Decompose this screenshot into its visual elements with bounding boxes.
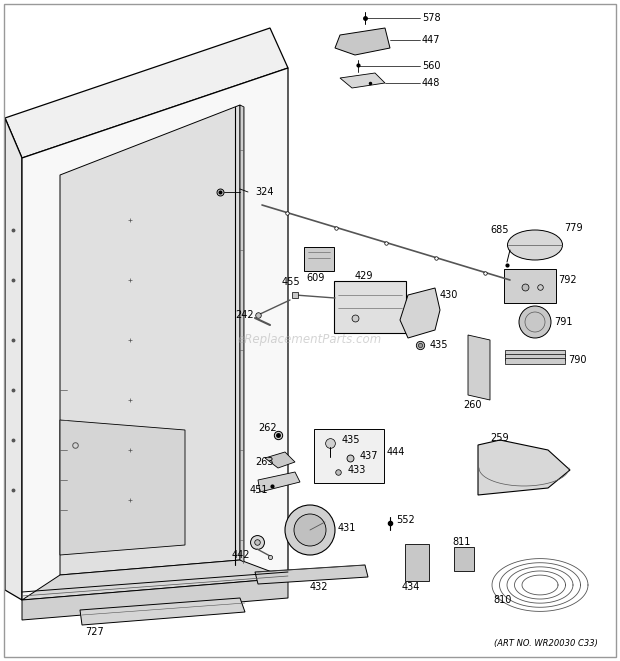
Text: 685: 685	[490, 225, 508, 235]
Text: 430: 430	[440, 290, 458, 300]
Polygon shape	[468, 335, 490, 400]
Text: 444: 444	[387, 447, 405, 457]
FancyBboxPatch shape	[405, 544, 429, 581]
Text: 790: 790	[568, 355, 587, 365]
Text: 609: 609	[307, 273, 325, 283]
Polygon shape	[22, 560, 288, 600]
Text: 727: 727	[85, 627, 104, 637]
Text: eReplacementParts.com: eReplacementParts.com	[238, 334, 382, 346]
Polygon shape	[505, 350, 565, 356]
Polygon shape	[335, 28, 390, 55]
FancyBboxPatch shape	[314, 429, 384, 483]
Circle shape	[294, 514, 326, 546]
Polygon shape	[5, 28, 288, 158]
Circle shape	[285, 505, 335, 555]
Text: 792: 792	[558, 275, 577, 285]
Text: 260: 260	[463, 400, 482, 410]
Text: 242: 242	[235, 310, 254, 320]
Text: 324: 324	[255, 187, 273, 197]
Polygon shape	[255, 565, 368, 584]
Text: 432: 432	[310, 582, 329, 592]
Text: 552: 552	[396, 515, 415, 525]
FancyBboxPatch shape	[504, 269, 556, 303]
Text: 560: 560	[422, 61, 440, 71]
Text: 435: 435	[342, 435, 360, 445]
Text: 451: 451	[250, 485, 268, 495]
Text: 262: 262	[258, 423, 277, 433]
Text: 791: 791	[554, 317, 572, 327]
Text: 431: 431	[338, 523, 356, 533]
Text: 263: 263	[255, 457, 273, 467]
Text: 455: 455	[282, 277, 301, 287]
FancyBboxPatch shape	[454, 547, 474, 571]
Polygon shape	[505, 358, 565, 364]
Text: 448: 448	[422, 78, 440, 88]
Polygon shape	[5, 118, 22, 600]
Ellipse shape	[508, 230, 562, 260]
Polygon shape	[258, 472, 300, 492]
Polygon shape	[22, 68, 288, 600]
Text: 442: 442	[232, 550, 250, 560]
Text: 437: 437	[360, 451, 378, 461]
Polygon shape	[340, 73, 385, 88]
Polygon shape	[240, 105, 244, 562]
Polygon shape	[60, 105, 240, 575]
Circle shape	[519, 306, 551, 338]
Text: 435: 435	[430, 340, 448, 350]
Polygon shape	[80, 598, 245, 625]
Polygon shape	[265, 452, 295, 468]
FancyBboxPatch shape	[304, 247, 334, 271]
Text: 578: 578	[422, 13, 441, 23]
Polygon shape	[505, 354, 565, 360]
Text: (ART NO. WR20030 C33): (ART NO. WR20030 C33)	[494, 639, 598, 648]
Polygon shape	[478, 440, 570, 495]
Text: 433: 433	[348, 465, 366, 475]
Text: 447: 447	[422, 35, 440, 45]
FancyBboxPatch shape	[334, 281, 406, 333]
Text: 259: 259	[490, 433, 508, 443]
Polygon shape	[22, 578, 288, 620]
Text: 810: 810	[493, 595, 512, 605]
Polygon shape	[60, 420, 185, 555]
Text: 779: 779	[564, 223, 583, 233]
Text: 811: 811	[452, 537, 471, 547]
Text: 434: 434	[402, 582, 420, 592]
Polygon shape	[400, 288, 440, 338]
Text: 429: 429	[355, 271, 373, 281]
